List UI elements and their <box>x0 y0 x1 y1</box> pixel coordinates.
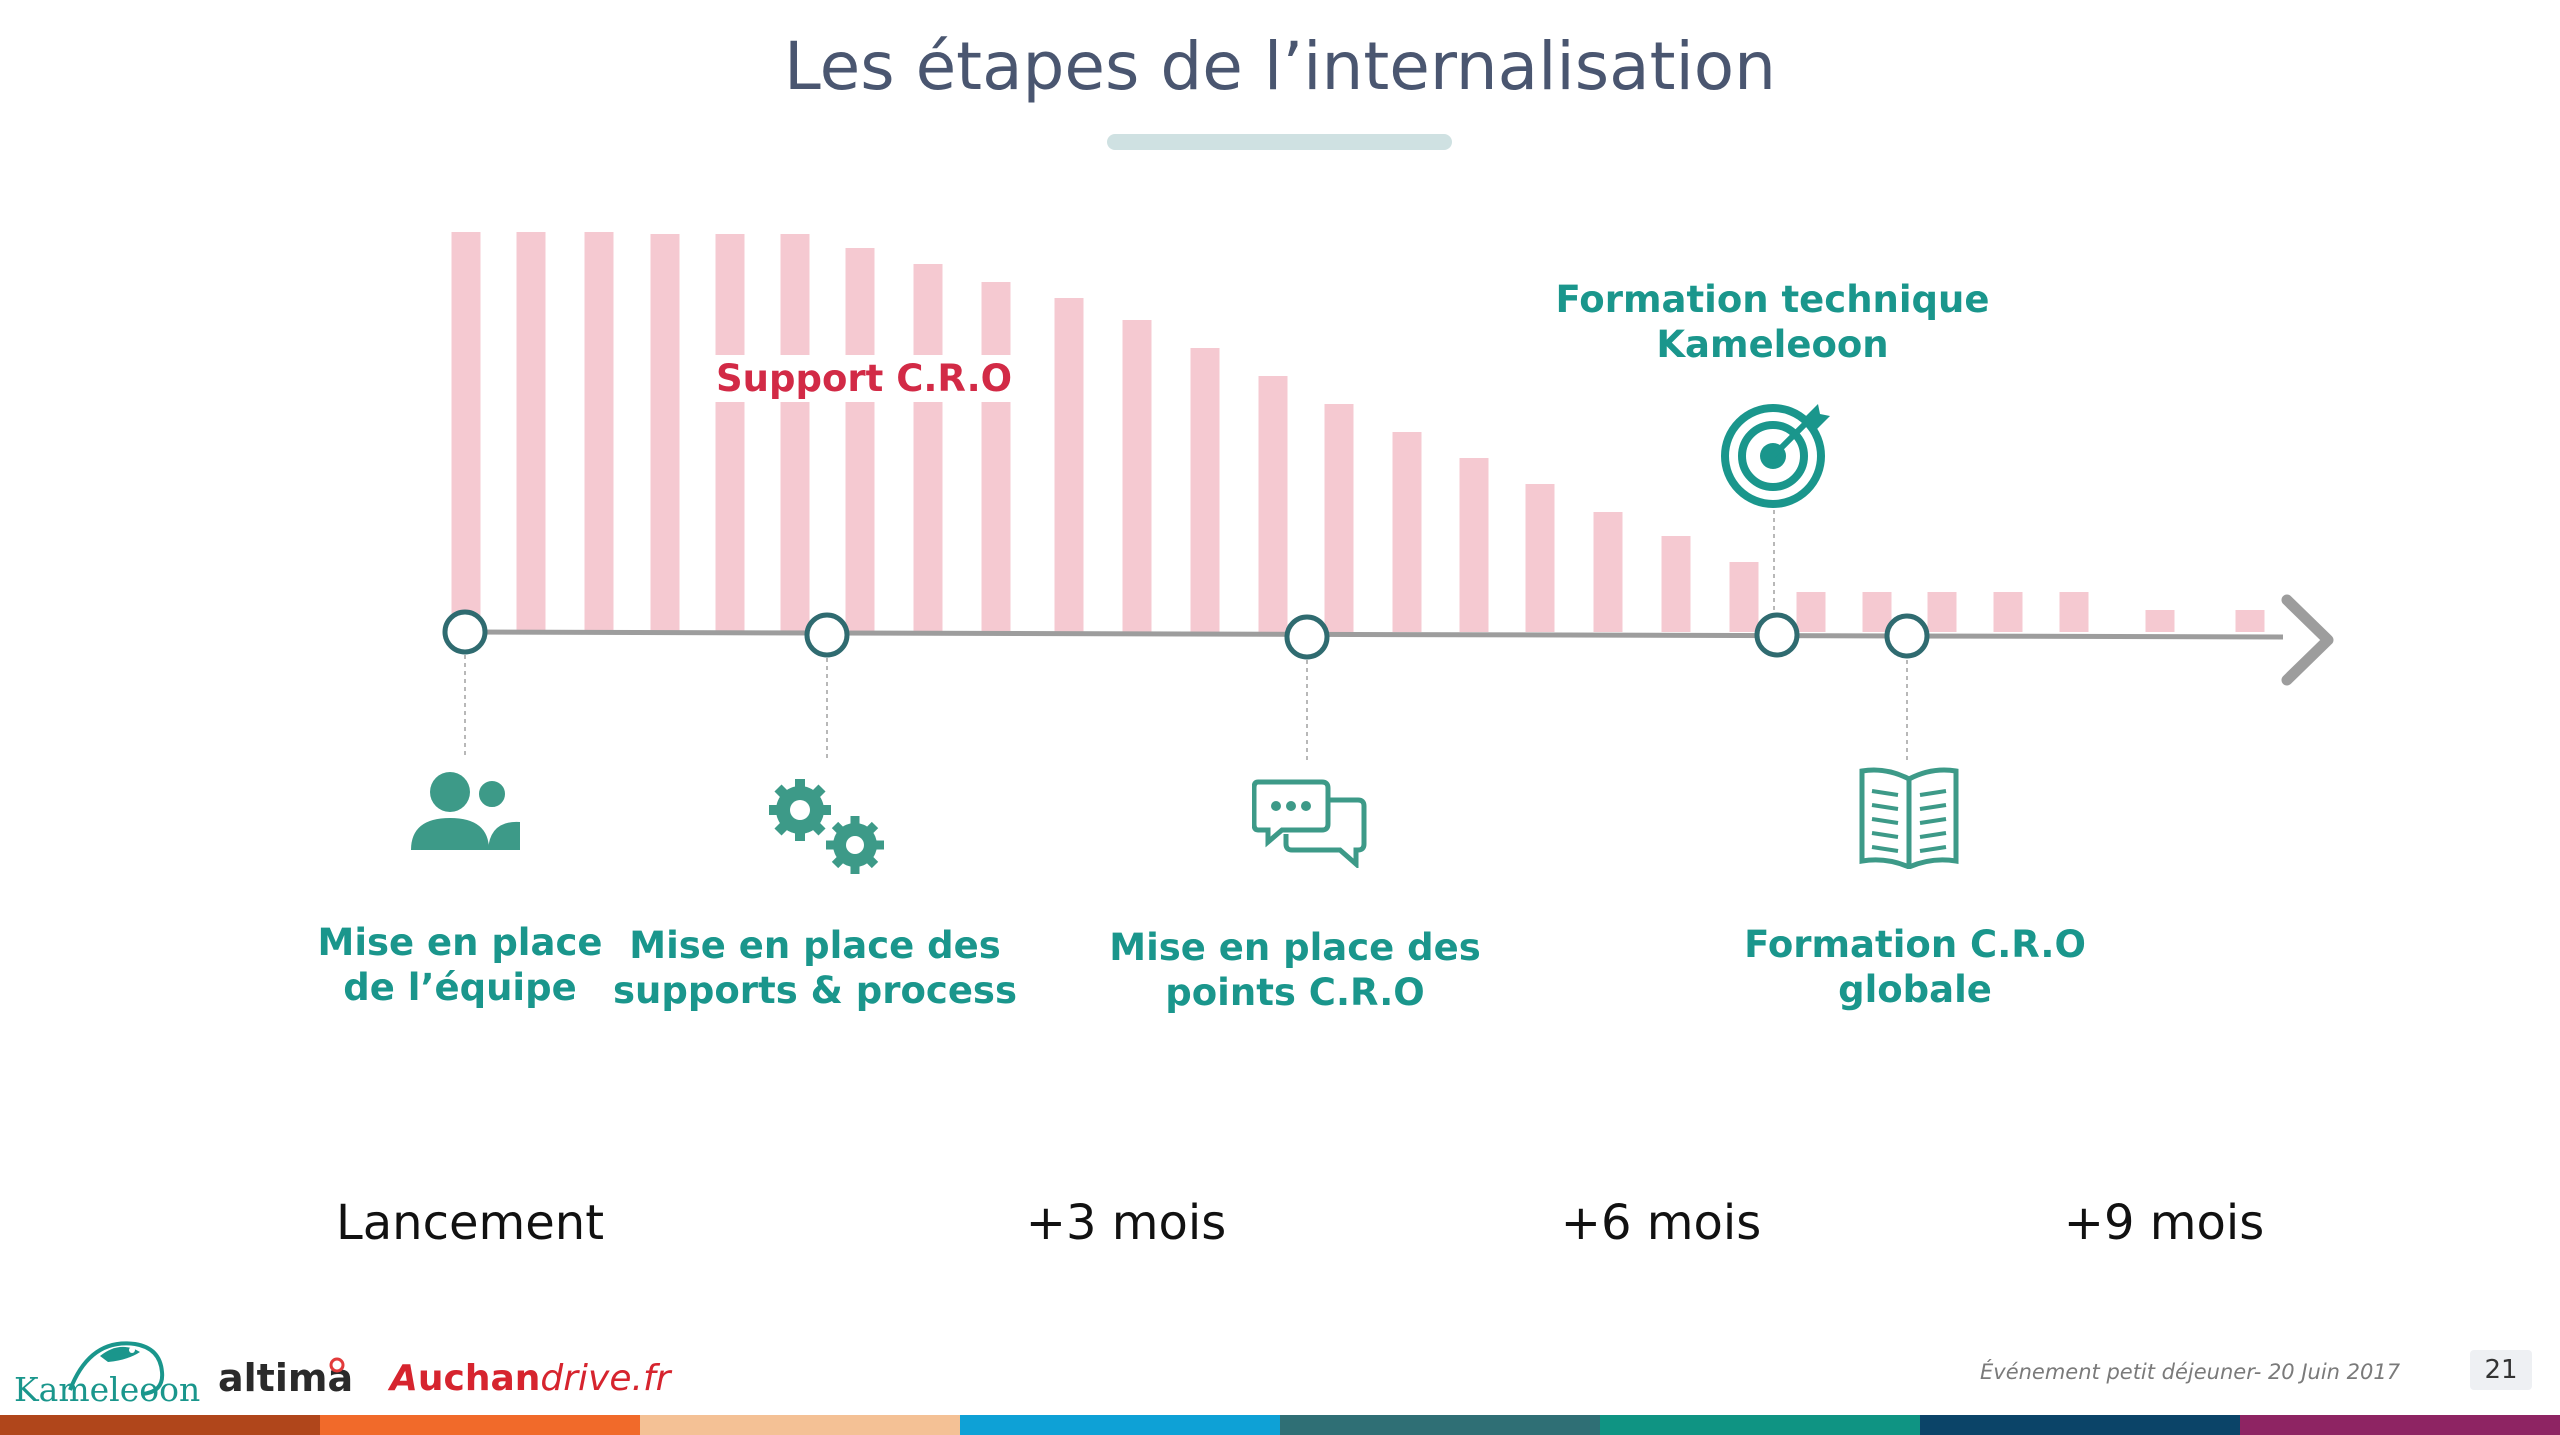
color-band-segment-6 <box>1600 1415 1920 1435</box>
support-bar-11 <box>1122 320 1152 632</box>
support-bar-18 <box>1593 512 1623 632</box>
bars-group <box>451 232 2265 632</box>
milestone-marker-1 <box>442 609 488 655</box>
milestone-marker-2 <box>804 612 850 658</box>
support-bar-14 <box>1324 404 1354 632</box>
milestone-label-3: Mise en place des points C.R.O <box>1109 926 1481 1014</box>
support-cro-label: Support C.R.O <box>708 355 1021 402</box>
support-bar-19 <box>1661 536 1691 632</box>
support-bar-2 <box>516 232 546 632</box>
gears-icon <box>769 779 884 874</box>
support-bar-1 <box>451 232 481 632</box>
support-bar-12 <box>1190 348 1220 632</box>
color-band-segment-5 <box>1280 1415 1600 1435</box>
time-label-3-mois: +3 mois <box>1025 1195 1227 1251</box>
support-bar-7 <box>845 248 875 632</box>
milestone-connectors <box>464 510 1908 762</box>
support-bar-4 <box>650 234 680 632</box>
milestone-label-5: Formation C.R.O globale <box>1744 923 2086 1011</box>
support-bar-24 <box>1993 592 2023 632</box>
milestone-marker-4 <box>1754 612 1800 658</box>
support-bar-3 <box>584 232 614 632</box>
drive-word: drive.fr <box>540 1358 671 1399</box>
milestone-marker-3 <box>1284 614 1330 660</box>
support-bar-13 <box>1258 376 1288 632</box>
open-book-icon <box>1859 767 1959 869</box>
footer-color-band <box>0 1415 2560 1435</box>
support-bar-23 <box>1927 592 1957 632</box>
support-bar-22 <box>1862 592 1892 632</box>
support-bar-21 <box>1796 592 1826 632</box>
kameleoon-logo: Kameleoon <box>14 1370 201 1409</box>
color-band-segment-8 <box>2240 1415 2560 1435</box>
support-bar-10 <box>1054 298 1084 632</box>
support-bar-20 <box>1729 562 1759 632</box>
auchandrive-logo: Auchandrive.fr <box>390 1358 670 1399</box>
time-label-9-mois: +9 mois <box>2063 1195 2265 1251</box>
altima-circle-icon <box>329 1357 345 1373</box>
support-bar-17 <box>1525 484 1555 632</box>
time-label-6-mois: +6 mois <box>1560 1195 1762 1251</box>
title-underline <box>1107 134 1452 150</box>
support-bar-5 <box>715 234 745 632</box>
timeline-arrow-icon <box>2281 594 2334 686</box>
auchan-word: uchan <box>417 1358 541 1399</box>
page-number: 21 <box>2470 1350 2532 1390</box>
support-bar-27 <box>2235 610 2265 632</box>
time-label-lancement: Lancement <box>335 1195 605 1251</box>
support-bar-6 <box>780 234 810 632</box>
color-band-segment-1 <box>0 1415 320 1435</box>
target-icon <box>1721 404 1830 508</box>
chat-bubbles-icon <box>1252 779 1367 868</box>
color-band-segment-4 <box>960 1415 1280 1435</box>
slide-title: Les étapes de l’internalisation <box>784 28 1776 105</box>
team-icon <box>411 772 520 850</box>
chameleon-logo-icon <box>68 1341 165 1396</box>
color-band-segment-2 <box>320 1415 640 1435</box>
milestone-label-4: Formation technique Kameleoon <box>1555 278 1990 366</box>
milestone-marker-5 <box>1884 613 1930 659</box>
timeline-axis <box>464 629 2284 640</box>
support-bar-16 <box>1459 458 1489 632</box>
milestone-markers <box>442 609 1930 660</box>
partner-logos: Kameleoon altima Auchandrive.fr <box>0 1320 700 1420</box>
support-bar-25 <box>2059 592 2089 632</box>
auchan-a-letter: A <box>390 1358 418 1399</box>
support-bar-9 <box>981 282 1011 632</box>
support-bar-26 <box>2145 610 2175 632</box>
milestone-label-1: Mise en place de l’équipe <box>317 921 603 1009</box>
support-bar-15 <box>1392 432 1422 632</box>
color-band-segment-3 <box>640 1415 960 1435</box>
color-band-segment-7 <box>1920 1415 2240 1435</box>
milestone-label-2: Mise en place des supports & process <box>613 924 1017 1012</box>
footer-event-text: Événement petit déjeuner- 20 Juin 2017 <box>1980 1360 2401 1384</box>
support-bar-8 <box>913 264 943 632</box>
